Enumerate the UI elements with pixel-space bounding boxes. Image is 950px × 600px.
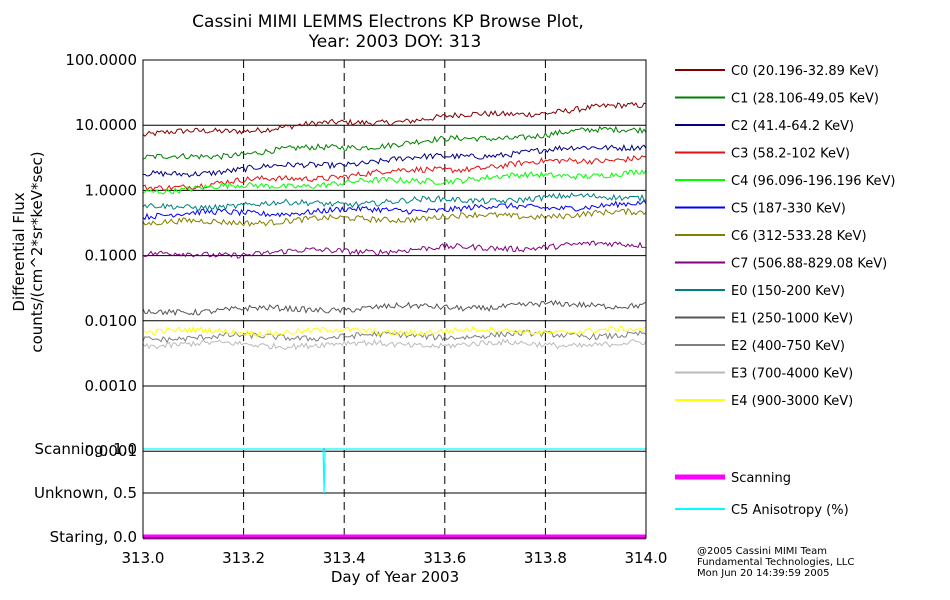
series-line-12 — [142, 338, 647, 351]
status-layer — [143, 448, 646, 540]
x-tick-label: 313.2 — [222, 549, 265, 567]
status-tick-label: Scanning, 1.0 — [34, 440, 137, 458]
credit-line-1: @2005 Cassini MIMI Team — [697, 546, 827, 557]
status-tick-label: Unknown, 0.5 — [34, 484, 137, 502]
legend: C0 (20.196-32.89 KeV) C1 (28.106-49.05 Ke… — [675, 64, 895, 518]
legend-status-label-2: C5 Anisotropy (%) — [731, 503, 849, 518]
y-tick-label: 1.0000 — [85, 181, 138, 199]
series-line-4 — [142, 155, 647, 192]
legend-label-2: C1 (28.106-49.05 KeV) — [731, 92, 879, 107]
series-line-9 — [142, 192, 647, 212]
y-axis-label-line-1: Differential Flux — [10, 192, 28, 311]
chart-title-line-1: Cassini MIMI LEMMS Electrons KP Browse P… — [192, 12, 584, 32]
legend-label-8: C7 (506.88-829.08 KeV) — [731, 257, 887, 272]
legend-label-5: C4 (96.096-196.196 KeV) — [731, 174, 895, 189]
status-tick-label: Staring, 0.0 — [50, 528, 137, 546]
series-line-6 — [142, 199, 647, 221]
series-line-2 — [142, 125, 647, 160]
status-tick-labels: Scanning, 1.0 Unknown, 0.5 Staring, 0.0 — [34, 440, 137, 546]
legend-label-13: E4 (900-3000 KeV) — [731, 394, 853, 409]
series-line-1 — [142, 101, 647, 137]
data-layer — [142, 101, 647, 351]
x-tick-label: 313.8 — [524, 549, 567, 567]
y-tick-label: 0.0001 — [85, 442, 138, 460]
y-tick-labels: 100.0000 10.0000 1.0000 0.1000 0.0100 0.0010 0… — [65, 51, 137, 460]
legend-label-4: C3 (58.2-102 KeV) — [731, 147, 850, 162]
series-line-3 — [142, 144, 647, 178]
y-tick-label: 100.0000 — [65, 51, 137, 69]
chart-title-line-2: Year: 2003 DOY: 313 — [308, 32, 482, 52]
x-tick-label: 313.0 — [122, 549, 165, 567]
y-tick-label: 0.0010 — [85, 377, 138, 395]
legend-label-3: C2 (41.4-64.2 KeV) — [731, 119, 854, 134]
series-line-13 — [142, 325, 647, 337]
series-line-10 — [142, 299, 647, 317]
legend-status-label-1: Scanning — [731, 471, 791, 486]
legend-label-7: C6 (312-533.28 KeV) — [731, 229, 867, 244]
credit-line-2: Fundamental Technologies, LLC — [697, 557, 854, 568]
x-axis-label: Day of Year 2003 — [331, 568, 459, 586]
legend-label-10: E1 (250-1000 KeV) — [731, 312, 853, 327]
plot-frame — [142, 59, 647, 539]
series-line-8 — [142, 240, 647, 259]
legend-label-6: C5 (187-330 KeV) — [731, 202, 846, 217]
legend-label-12: E3 (700-4000 KeV) — [731, 367, 853, 382]
y-tick-label: 10.0000 — [75, 116, 137, 134]
anisotropy-line — [143, 448, 646, 494]
credit-line-3: Mon Jun 20 14:39:59 2005 — [697, 568, 830, 579]
legend-label-11: E2 (400-750 KeV) — [731, 339, 845, 354]
legend-label-1: C0 (20.196-32.89 KeV) — [731, 64, 879, 79]
grid — [143, 59, 646, 538]
x-tick-label: 313.6 — [423, 549, 466, 567]
x-tick-label: 314.0 — [625, 549, 668, 567]
series-line-7 — [142, 207, 647, 228]
y-axis-label-line-2: counts/(cm^2*sr*keV*sec) — [28, 151, 46, 352]
x-tick-labels: 313.0 313.2 313.4 313.6 313.8 314.0 — [122, 549, 668, 567]
y-tick-label: 0.1000 — [85, 247, 138, 265]
x-tick-label: 313.4 — [323, 549, 366, 567]
legend-label-9: E0 (150-200 KeV) — [731, 284, 845, 299]
series-line-5 — [142, 169, 647, 195]
y-tick-label: 0.0100 — [85, 312, 138, 330]
